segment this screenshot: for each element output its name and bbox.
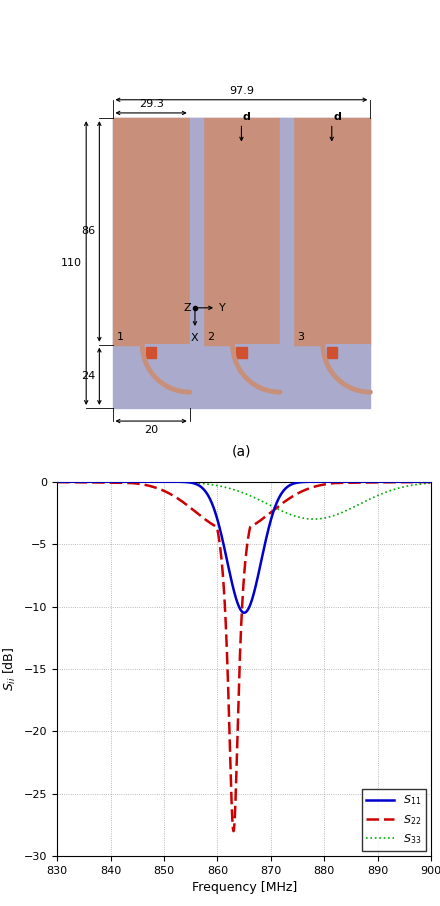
Text: 86: 86 (81, 226, 95, 236)
$S_{22}$ (429, 477, 434, 487)
X-axis label: Frequency [MHz]: Frequency [MHz] (191, 882, 297, 894)
Text: 110: 110 (61, 258, 82, 268)
Text: Z: Z (183, 303, 191, 313)
$S_{22}$ (279, 498, 284, 509)
$S_{33}$ (334, 509, 339, 520)
Text: 20: 20 (144, 425, 158, 435)
Text: d: d (333, 112, 341, 122)
$S_{33}$ (429, 477, 434, 488)
$S_{22}$ (298, 487, 303, 497)
$S_{22}$ (122, 477, 128, 488)
Text: Y: Y (219, 303, 225, 313)
Y-axis label: $S_{ii}$ [dB]: $S_{ii}$ [dB] (2, 647, 18, 691)
Bar (113, 118, 370, 408)
$S_{11}$ (198, 481, 203, 492)
Text: X: X (191, 333, 199, 342)
$S_{11}$ (298, 477, 303, 487)
Text: 2: 2 (207, 333, 214, 342)
$S_{33}$ (279, 506, 284, 516)
Text: 29.3: 29.3 (139, 99, 164, 109)
Bar (113, 118, 190, 344)
$S_{22}$ (231, 825, 236, 836)
Text: 24: 24 (81, 371, 95, 381)
$S_{22}$ (362, 477, 367, 488)
Text: d: d (243, 112, 251, 122)
Polygon shape (323, 344, 370, 392)
Legend: $S_{11}$, $S_{22}$, $S_{33}$: $S_{11}$, $S_{22}$, $S_{33}$ (362, 789, 425, 851)
$S_{22}$ (334, 477, 339, 488)
$S_{11}$ (362, 477, 367, 487)
$S_{33}$ (362, 496, 367, 507)
Polygon shape (142, 344, 190, 392)
$S_{11}$ (429, 477, 434, 487)
Polygon shape (233, 344, 280, 392)
$S_{33}$ (298, 512, 303, 523)
Text: 1: 1 (117, 333, 124, 342)
Line: $S_{22}$: $S_{22}$ (57, 482, 431, 831)
$S_{33}$ (55, 477, 60, 487)
$S_{22}$ (198, 510, 203, 521)
$S_{11}$ (55, 477, 60, 487)
Bar (146, 347, 156, 358)
$S_{11}$ (122, 477, 128, 487)
Line: $S_{11}$: $S_{11}$ (57, 482, 431, 612)
Text: 3: 3 (297, 333, 304, 342)
$S_{33}$ (198, 477, 203, 488)
Text: (a): (a) (232, 445, 251, 458)
Bar (190, 118, 203, 344)
Bar (236, 347, 247, 358)
$S_{11}$ (242, 607, 247, 618)
$S_{11}$ (279, 488, 284, 499)
Bar (326, 347, 337, 358)
$S_{11}$ (334, 477, 339, 487)
Bar (293, 118, 370, 344)
Line: $S_{33}$: $S_{33}$ (57, 482, 431, 519)
$S_{33}$ (122, 477, 128, 487)
Bar (280, 118, 293, 344)
Bar (203, 118, 280, 344)
$S_{33}$ (311, 514, 316, 525)
Text: 97.9: 97.9 (229, 86, 254, 96)
$S_{22}$ (55, 477, 60, 487)
